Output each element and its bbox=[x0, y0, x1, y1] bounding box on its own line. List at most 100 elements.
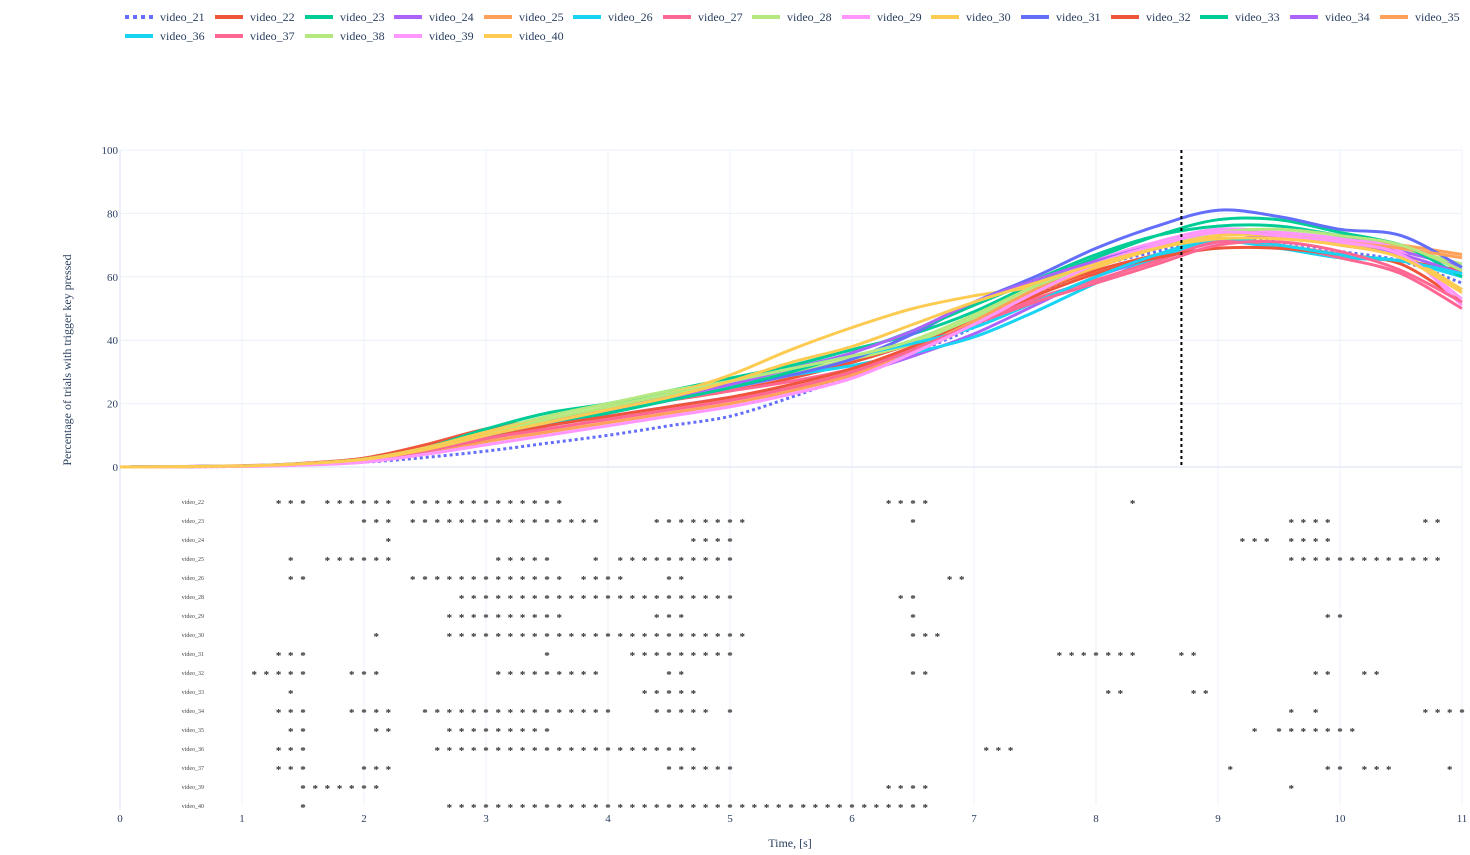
marker-point: * bbox=[1252, 536, 1258, 548]
marker-point: * bbox=[1301, 555, 1307, 567]
marker-point: * bbox=[1105, 650, 1111, 662]
marker-point: * bbox=[300, 745, 306, 757]
legend-item-video_31: video_31 bbox=[1021, 10, 1101, 24]
marker-point: * bbox=[544, 669, 550, 681]
marker-point: * bbox=[1313, 517, 1319, 529]
marker-point: * bbox=[386, 764, 392, 776]
marker-point: * bbox=[1227, 764, 1233, 776]
marker-point: * bbox=[654, 517, 660, 529]
marker-point: * bbox=[532, 517, 538, 529]
marker-point: * bbox=[605, 745, 611, 757]
marker-point: * bbox=[325, 498, 331, 510]
marker-point: * bbox=[386, 555, 392, 567]
marker-point: * bbox=[922, 783, 928, 795]
marker-point: * bbox=[654, 745, 660, 757]
marker-point: * bbox=[630, 593, 636, 605]
marker-point: * bbox=[520, 631, 526, 643]
marker-point: * bbox=[678, 612, 684, 624]
marker-point: * bbox=[1288, 707, 1294, 719]
marker-point: * bbox=[654, 631, 660, 643]
marker-point: * bbox=[1313, 536, 1319, 548]
marker-point: * bbox=[495, 631, 501, 643]
series-line-video_38 bbox=[119, 227, 1463, 469]
marker-point: * bbox=[410, 517, 416, 529]
marker-point: * bbox=[691, 555, 697, 567]
marker-point: * bbox=[1447, 707, 1453, 719]
marker-point: * bbox=[1008, 745, 1014, 757]
marker-point: * bbox=[447, 707, 453, 719]
marker-point: * bbox=[1191, 688, 1197, 700]
legend-label: video_24 bbox=[429, 10, 474, 24]
marker-point: * bbox=[678, 593, 684, 605]
series-line-video_21 bbox=[119, 236, 1463, 469]
marker-point: * bbox=[337, 555, 343, 567]
marker-point: * bbox=[520, 745, 526, 757]
marker-point: * bbox=[983, 745, 989, 757]
series-line-video_27 bbox=[119, 239, 1463, 469]
marker-point: * bbox=[495, 707, 501, 719]
marker-point: * bbox=[654, 650, 660, 662]
marker-point: * bbox=[495, 555, 501, 567]
marker-point: * bbox=[910, 631, 916, 643]
marker-point: * bbox=[373, 498, 379, 510]
legend-item-video_30: video_30 bbox=[931, 10, 1011, 24]
marker-point: * bbox=[1362, 764, 1368, 776]
marker-point: * bbox=[361, 783, 367, 795]
marker-point: * bbox=[556, 707, 562, 719]
marker-row-label: video_34 bbox=[182, 709, 204, 715]
marker-point: * bbox=[910, 517, 916, 529]
marker-row-label: video_25 bbox=[182, 557, 204, 563]
marker-point: * bbox=[276, 707, 282, 719]
marker-row-label: video_28 bbox=[182, 595, 204, 601]
marker-row-label: video_24 bbox=[182, 538, 204, 544]
marker-point: * bbox=[703, 764, 709, 776]
x-tick-label: 0 bbox=[117, 813, 123, 825]
marker-point: * bbox=[678, 764, 684, 776]
marker-point: * bbox=[508, 745, 514, 757]
marker-point: * bbox=[471, 612, 477, 624]
marker-point: * bbox=[703, 555, 709, 567]
x-tick-label: 3 bbox=[483, 813, 489, 825]
marker-point: * bbox=[1313, 707, 1319, 719]
series-line-video_32 bbox=[119, 245, 1463, 469]
marker-point: * bbox=[800, 802, 806, 814]
marker-point: * bbox=[898, 498, 904, 510]
marker-point: * bbox=[922, 669, 928, 681]
marker-point: * bbox=[1386, 555, 1392, 567]
marker-point: * bbox=[654, 707, 660, 719]
marker-point: * bbox=[1105, 688, 1111, 700]
marker-point: * bbox=[532, 631, 538, 643]
marker-point: * bbox=[556, 593, 562, 605]
marker-point: * bbox=[361, 498, 367, 510]
x-tick-label: 8 bbox=[1093, 813, 1099, 825]
marker-point: * bbox=[276, 745, 282, 757]
marker-point: * bbox=[447, 498, 453, 510]
marker-point: * bbox=[825, 802, 831, 814]
marker-point: * bbox=[1276, 726, 1282, 738]
marker-point: * bbox=[1069, 650, 1075, 662]
series-line-video_36 bbox=[119, 237, 1463, 469]
marker-point: * bbox=[593, 631, 599, 643]
marker-point: * bbox=[1362, 669, 1368, 681]
marker-point: * bbox=[898, 593, 904, 605]
marker-point: * bbox=[666, 669, 672, 681]
marker-point: * bbox=[471, 574, 477, 586]
marker-point: * bbox=[349, 707, 355, 719]
x-tick-label: 4 bbox=[605, 813, 611, 825]
marker-point: * bbox=[459, 574, 465, 586]
marker-point: * bbox=[434, 745, 440, 757]
marker-point: * bbox=[300, 498, 306, 510]
marker-point: * bbox=[288, 498, 294, 510]
marker-point: * bbox=[532, 726, 538, 738]
marker-point: * bbox=[300, 726, 306, 738]
marker-point: * bbox=[483, 612, 489, 624]
marker-point: * bbox=[666, 764, 672, 776]
marker-row-label: video_33 bbox=[182, 690, 204, 696]
marker-point: * bbox=[569, 745, 575, 757]
marker-point: * bbox=[605, 631, 611, 643]
marker-point: * bbox=[373, 555, 379, 567]
marker-point: * bbox=[703, 631, 709, 643]
marker-point: * bbox=[569, 517, 575, 529]
marker-point: * bbox=[922, 498, 928, 510]
marker-point: * bbox=[1191, 650, 1197, 662]
